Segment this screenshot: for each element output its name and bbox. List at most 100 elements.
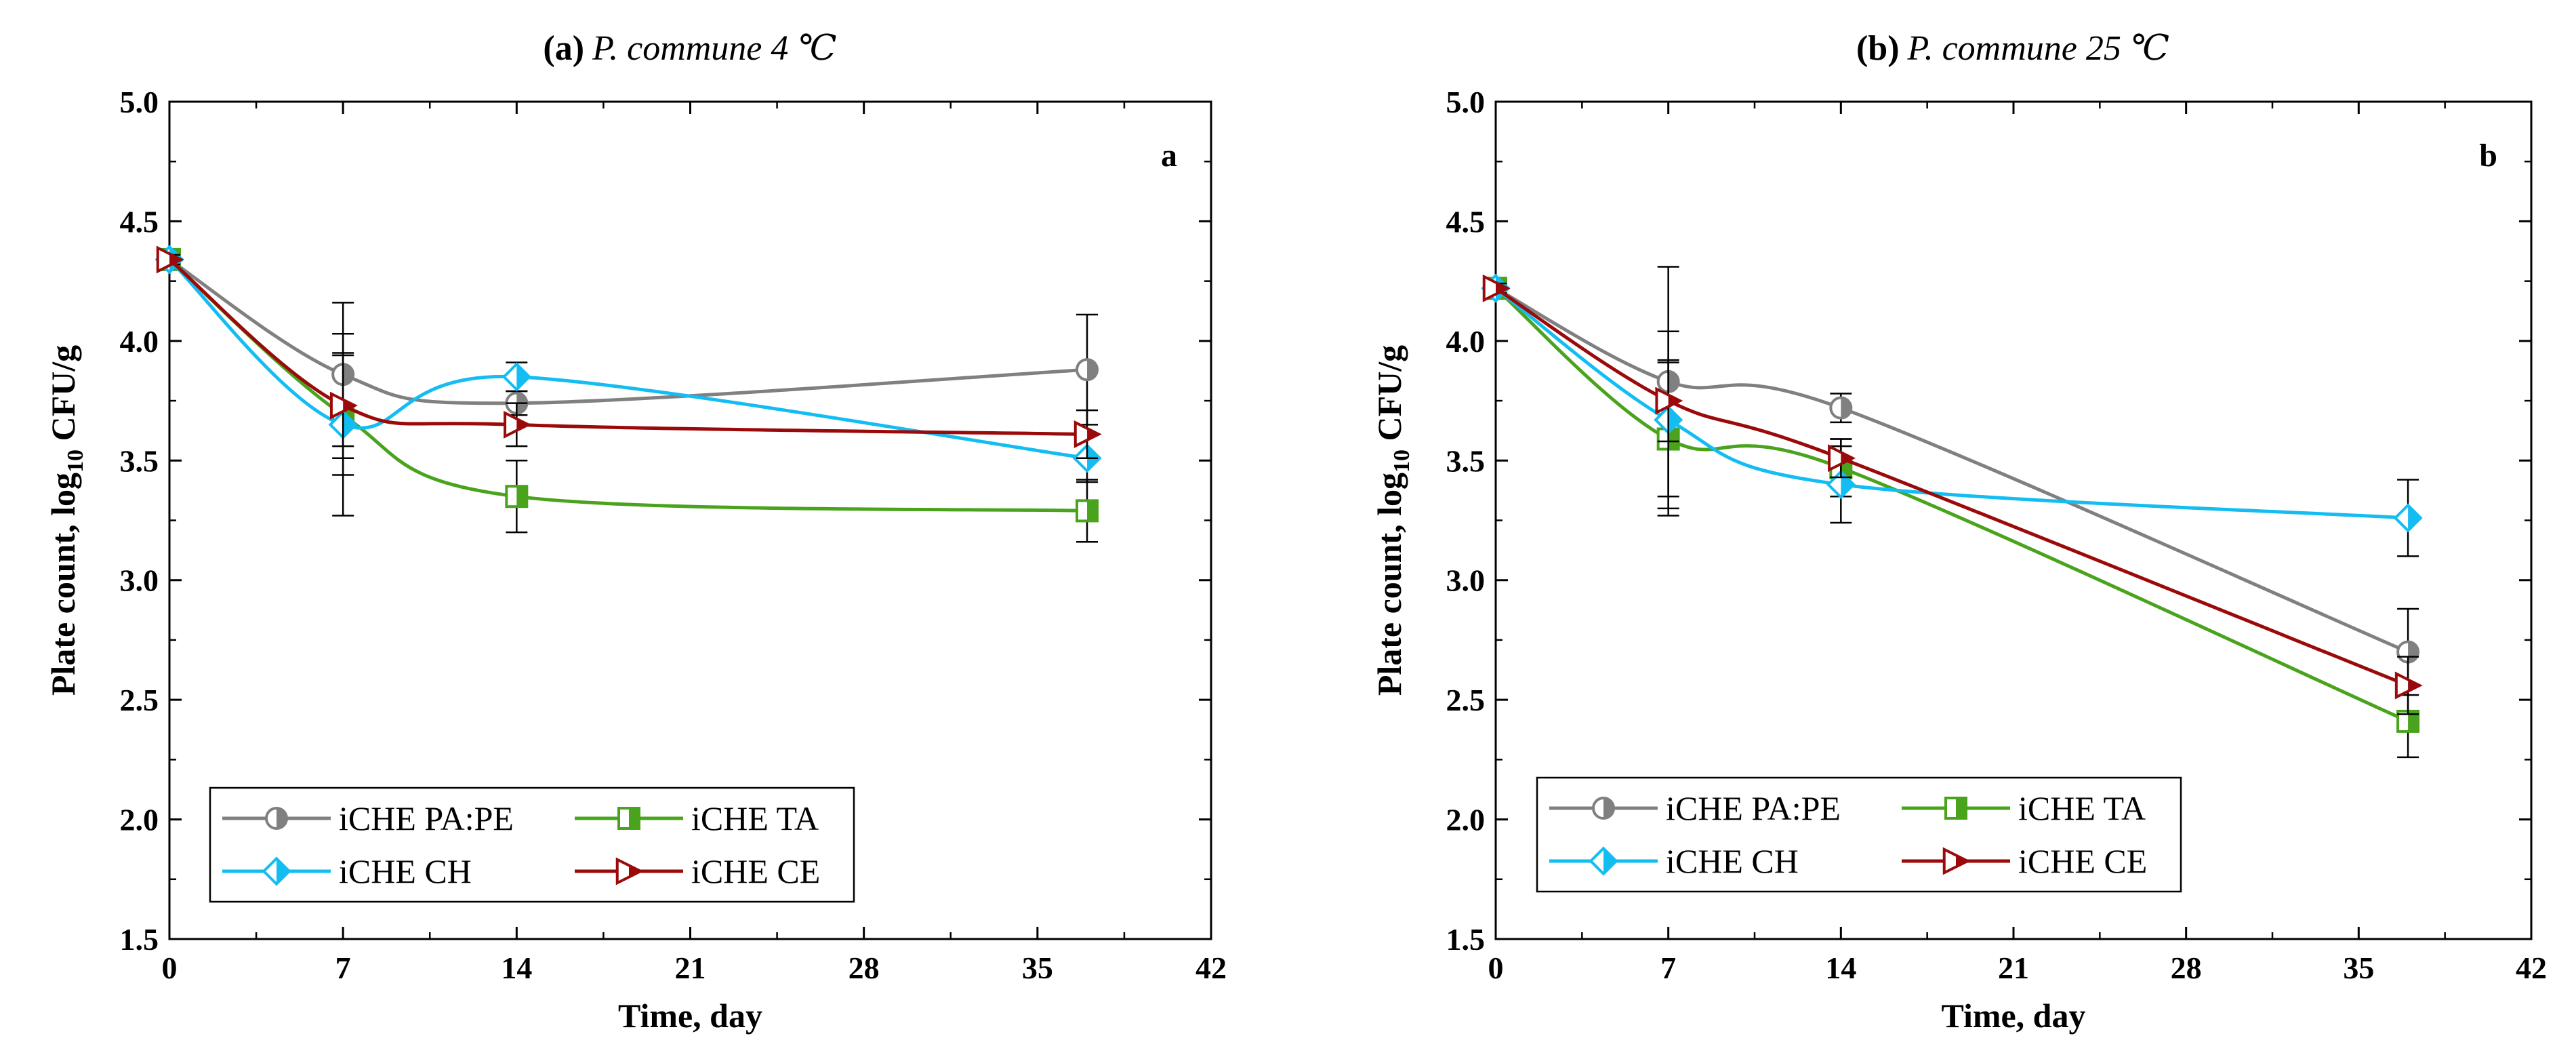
x-tick-label: 7 (1660, 951, 1676, 985)
y-tick-label: 4.0 (1446, 324, 1486, 359)
legend-marker-fill (1603, 798, 1614, 818)
series-line (1494, 287, 2409, 687)
chart-title: (b) P. commune 25 ℃ (1856, 29, 2169, 68)
y-axis-label-unit: CFU/g (1370, 345, 1408, 450)
data-point-fill (1841, 452, 1853, 464)
legend-marker-fill (629, 808, 639, 829)
series-line (1494, 287, 2409, 520)
legend-marker-fill (277, 858, 289, 884)
series-iche-pa-pe (158, 247, 1099, 447)
data-point-fill (1496, 282, 1508, 294)
legend-marker-fill (277, 808, 287, 829)
data-point (1828, 444, 1856, 473)
x-tick-label: 21 (675, 951, 706, 985)
data-point-fill (1087, 359, 1098, 380)
data-point-fill (2408, 711, 2419, 732)
x-tick-label: 35 (1022, 951, 1053, 985)
legend-entry: iCHE PA:PE (1666, 789, 1841, 827)
data-point-fill (343, 412, 356, 438)
y-tick-label: 3.5 (1446, 443, 1486, 478)
chart-panel-b: (b) P. commune 25 ℃ 1.5 2.0 2.5 3.0 3.5 4.0 4.5 5… (1370, 29, 2547, 1035)
legend-entry: iCHE TA (2018, 789, 2146, 827)
y-tick-label: 2.5 (1446, 683, 1486, 717)
data-point-fill (1668, 395, 1680, 407)
legend-marker-fill (1603, 848, 1616, 874)
y-tick-label: 1.5 (1446, 922, 1486, 957)
y-tick-label: 3.0 (1446, 563, 1486, 598)
x-axis-label: Time, day (1942, 997, 2086, 1035)
y-axis-label-unit: CFU/g (44, 345, 82, 450)
x-tick-label: 28 (849, 951, 880, 985)
y-axis-label: Plate count, log10 CFU/g (44, 345, 88, 696)
chart-title-text: P. commune 25 ℃ (1907, 29, 2170, 68)
x-tick-label: 14 (501, 951, 532, 985)
y-tick-label: 1.5 (120, 922, 159, 957)
panel-tag: (a) (543, 29, 584, 68)
series-iche-ta (1484, 277, 2420, 759)
data-point-fill (343, 399, 355, 412)
series-line (168, 258, 1088, 460)
series-iche-ce (156, 245, 1102, 460)
data-point-fill (1087, 500, 1098, 521)
y-axis-label-subscript: 10 (63, 450, 88, 473)
x-tick-label: 35 (2343, 951, 2374, 985)
legend-box (209, 786, 855, 903)
data-point (504, 410, 532, 439)
y-tick-label: 2.0 (120, 803, 159, 837)
chart-title: (a) P. commune 4 ℃ (543, 29, 836, 68)
data-point (1074, 420, 1102, 448)
legend-marker-fill (1956, 798, 1966, 818)
y-tick-label: 5.0 (1446, 85, 1486, 119)
data-point-fill (516, 418, 529, 431)
x-tick-label: 42 (1195, 951, 1227, 985)
legend-entry: iCHE PA:PE (339, 799, 514, 837)
data-point-fill (1668, 428, 1679, 450)
chart-panel-a: (a) P. commune 4 ℃ 1.5 2.0 2.5 3.0 3.5 4.0 4.5 5.… (44, 29, 1227, 1035)
x-tick-label: 0 (162, 951, 178, 985)
x-tick-label: 14 (1825, 951, 1856, 985)
x-axis-label: Time, day (618, 997, 762, 1035)
y-tick-label: 4.5 (120, 204, 159, 239)
y-axis-label-main: Plate count, log (44, 473, 82, 696)
legend-marker-fill (1956, 855, 1968, 867)
legend-entry: iCHE CE (2018, 842, 2147, 880)
series-iche-pa-pe (1484, 266, 2420, 696)
x-tick-label: 42 (2516, 951, 2547, 985)
y-tick-label: 3.0 (120, 563, 159, 598)
y-tick-label: 4.0 (120, 324, 159, 359)
y-tick-label: 4.5 (1446, 204, 1486, 239)
y-axis-label: Plate count, log10 CFU/g (1370, 345, 1414, 696)
data-point-fill (1668, 371, 1679, 392)
x-tick-label: 21 (1998, 951, 2029, 985)
panel-tag: (b) (1856, 29, 1900, 68)
data-point-fill (516, 486, 527, 507)
series-line (1494, 287, 2409, 654)
series-line (168, 258, 1088, 436)
panel-letter: b (2479, 138, 2497, 174)
legend-box (1536, 776, 2182, 893)
y-axis-label-subscript: 10 (1389, 450, 1414, 473)
data-point-fill (1087, 428, 1099, 441)
x-tick-label: 28 (2171, 951, 2202, 985)
y-tick-label: 2.5 (120, 683, 159, 717)
legend-entry: iCHE TA (691, 799, 819, 837)
series-iche-ce (1482, 274, 2423, 715)
panel-letter: a (1161, 138, 1177, 174)
y-axis-label-main: Plate count, log (1370, 473, 1408, 696)
data-point-fill (2408, 679, 2420, 692)
data-point-fill (1668, 407, 1681, 433)
data-point-fill (343, 364, 354, 385)
y-tick-label: 2.0 (1446, 803, 1486, 837)
data-point-fill (1841, 397, 1852, 418)
data-point-fill (169, 254, 182, 266)
data-point-fill (2408, 505, 2421, 531)
y-tick-label: 5.0 (120, 85, 159, 119)
series-line (1494, 287, 2409, 723)
series-line (168, 258, 1088, 405)
chart-title-text: P. commune 4 ℃ (592, 29, 837, 68)
legend-entry: iCHE CH (1666, 842, 1799, 880)
y-tick-label: 3.5 (120, 443, 159, 478)
legend-marker-fill (629, 865, 641, 877)
